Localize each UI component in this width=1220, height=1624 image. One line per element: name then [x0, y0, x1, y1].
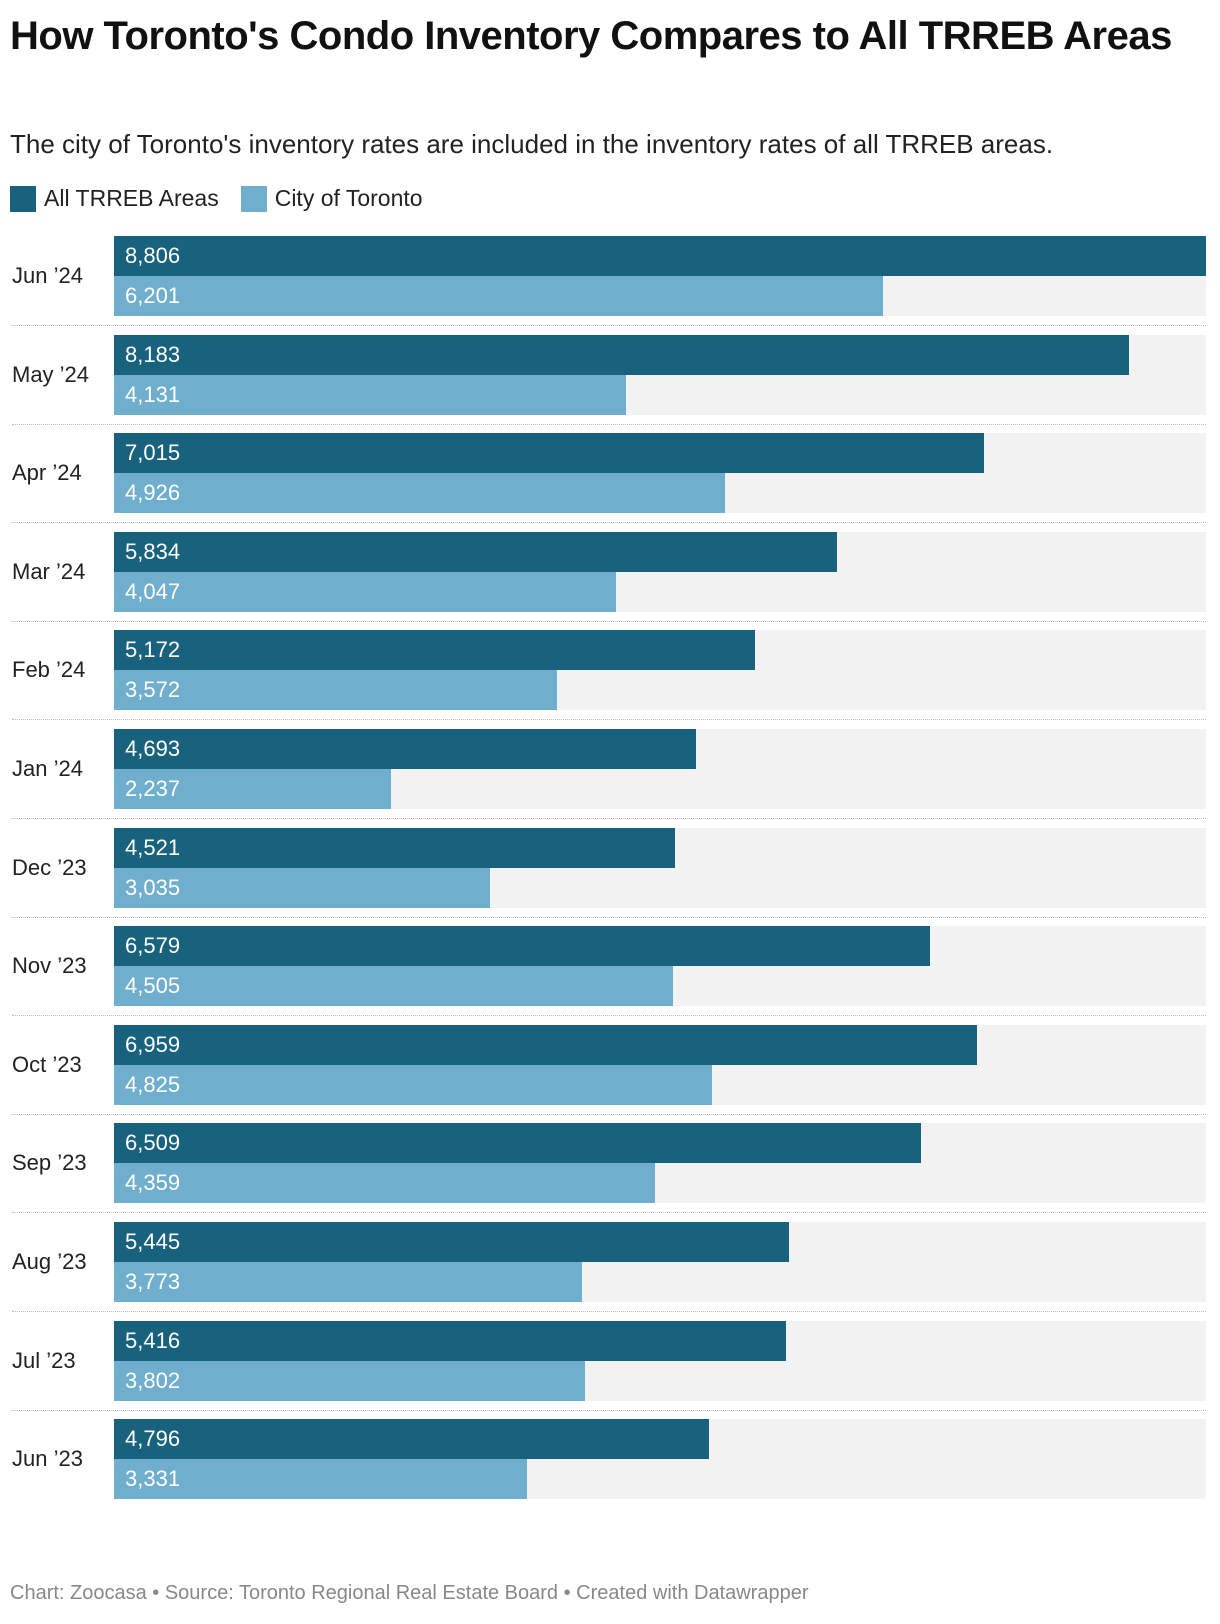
row-separator — [12, 1015, 1206, 1017]
value-label-all-trreb-areas-apr-24: 7,015 — [125, 440, 181, 466]
row-separator — [12, 719, 1206, 721]
row-separator — [12, 423, 1206, 425]
bar-city-of-toronto-jul-23 — [114, 1360, 586, 1401]
bar-all-trreb-areas-nov-23 — [114, 926, 930, 967]
bar-all-trreb-areas-jun-24 — [114, 236, 1206, 276]
category-label-jan-24: Jan ’24 — [12, 756, 83, 781]
legend-label-city-of-toronto: City of Toronto — [274, 185, 423, 211]
category-label-jul-23: Jul ’23 — [12, 1347, 76, 1373]
bar-all-trreb-areas-aug-23 — [114, 1222, 790, 1262]
bar-all-trreb-areas-jan-24 — [114, 729, 696, 769]
bar-chart: Jun ’24 8,806 6,201 May ’24 8,183 4,131 Apr ’2… — [0, 236, 1220, 1550]
category-label-jun-24: Jun ’24 — [12, 263, 83, 288]
value-label-all-trreb-areas-feb-24: 5,172 — [125, 637, 181, 663]
chart-footer: Chart: Zoocasa • Source: Toronto Regiona… — [10, 1582, 809, 1604]
row-separator — [12, 620, 1206, 622]
legend: All TRREB Areas City of Toronto — [10, 185, 423, 212]
value-label-all-trreb-areas-may-24: 8,183 — [125, 341, 181, 367]
value-label-city-of-toronto-aug-23: 3,773 — [125, 1269, 181, 1294]
bar-city-of-toronto-may-24 — [114, 374, 627, 415]
value-label-all-trreb-areas-oct-23: 6,959 — [125, 1031, 181, 1057]
value-label-city-of-toronto-nov-23: 4,505 — [125, 973, 181, 999]
bar-city-of-toronto-mar-24 — [114, 571, 616, 612]
legend-label-all-trreb: All TRREB Areas — [44, 185, 219, 211]
bar-all-trreb-areas-may-24 — [114, 334, 1129, 375]
bar-city-of-toronto-jan-24 — [114, 769, 392, 809]
value-label-city-of-toronto-dec-23: 3,035 — [125, 874, 181, 900]
value-label-city-of-toronto-sep-23: 4,359 — [125, 1170, 181, 1196]
bar-all-trreb-areas-jul-23 — [114, 1320, 786, 1361]
row-separator — [12, 818, 1206, 819]
row-separator — [12, 916, 1206, 918]
bar-city-of-toronto-sep-23 — [114, 1163, 655, 1204]
value-label-all-trreb-areas-jan-24: 4,693 — [125, 736, 181, 761]
row-separator — [12, 1113, 1206, 1115]
bar-all-trreb-areas-jun-23 — [114, 1419, 709, 1460]
value-label-all-trreb-areas-jul-23: 5,416 — [125, 1327, 181, 1353]
legend-item-city-of-toronto: City of Toronto — [240, 185, 423, 212]
bar-city-of-toronto-jun-24 — [114, 276, 883, 316]
value-label-city-of-toronto-jun-23: 3,331 — [125, 1466, 181, 1492]
legend-item-all-trreb: All TRREB Areas — [10, 185, 219, 212]
value-label-city-of-toronto-feb-24: 3,572 — [125, 677, 181, 703]
category-label-oct-23: Oct ’23 — [12, 1051, 82, 1077]
bar-all-trreb-areas-apr-24 — [114, 433, 984, 474]
bar-city-of-toronto-apr-24 — [114, 473, 725, 514]
category-label-jun-23: Jun ’23 — [12, 1446, 83, 1472]
bar-city-of-toronto-feb-24 — [114, 670, 557, 711]
value-label-all-trreb-areas-jun-23: 4,796 — [125, 1426, 181, 1452]
row-separator — [12, 325, 1206, 326]
value-label-all-trreb-areas-dec-23: 4,521 — [125, 834, 181, 860]
value-label-all-trreb-areas-aug-23: 5,445 — [125, 1229, 181, 1254]
legend-swatch-all-trreb — [10, 185, 36, 212]
category-label-aug-23: Aug ’23 — [12, 1249, 87, 1274]
category-label-apr-24: Apr ’24 — [12, 460, 82, 486]
bar-city-of-toronto-oct-23 — [114, 1064, 713, 1105]
chart-title: How Toronto's Condo Inventory Compares t… — [10, 14, 1172, 58]
value-label-city-of-toronto-jan-24: 2,237 — [125, 776, 181, 801]
row-separator — [12, 522, 1206, 524]
value-label-city-of-toronto-may-24: 4,131 — [125, 381, 181, 407]
bar-city-of-toronto-jun-23 — [114, 1459, 528, 1500]
value-label-all-trreb-areas-jun-24: 8,806 — [125, 243, 181, 268]
value-label-all-trreb-areas-nov-23: 6,579 — [125, 933, 181, 959]
category-label-feb-24: Feb ’24 — [12, 657, 86, 683]
value-label-city-of-toronto-apr-24: 4,926 — [125, 480, 181, 506]
value-label-city-of-toronto-jun-24: 6,201 — [125, 283, 181, 308]
value-label-city-of-toronto-mar-24: 4,047 — [125, 578, 181, 604]
value-label-all-trreb-areas-mar-24: 5,834 — [125, 538, 181, 564]
value-label-city-of-toronto-jul-23: 3,802 — [125, 1367, 181, 1393]
legend-swatch-city-of-toronto — [240, 185, 267, 212]
row-separator — [12, 1409, 1206, 1411]
row-separator — [12, 1212, 1206, 1214]
chart-subtitle: The city of Toronto's inventory rates ar… — [10, 129, 1054, 159]
bar-city-of-toronto-dec-23 — [114, 867, 491, 908]
bar-all-trreb-areas-mar-24 — [114, 531, 838, 572]
bar-all-trreb-areas-feb-24 — [114, 630, 756, 671]
bar-city-of-toronto-nov-23 — [114, 966, 673, 1007]
category-label-may-24: May ’24 — [12, 361, 90, 387]
category-label-dec-23: Dec ’23 — [12, 854, 87, 880]
category-label-mar-24: Mar ’24 — [12, 558, 86, 584]
category-label-sep-23: Sep ’23 — [12, 1150, 87, 1176]
bar-city-of-toronto-aug-23 — [114, 1262, 582, 1302]
category-label-nov-23: Nov ’23 — [12, 953, 87, 979]
value-label-all-trreb-areas-sep-23: 6,509 — [125, 1130, 181, 1156]
bar-all-trreb-areas-oct-23 — [114, 1024, 977, 1065]
bar-all-trreb-areas-sep-23 — [114, 1123, 922, 1164]
bar-all-trreb-areas-dec-23 — [114, 827, 675, 868]
value-label-city-of-toronto-oct-23: 4,825 — [125, 1071, 181, 1097]
row-separator — [12, 1311, 1206, 1312]
